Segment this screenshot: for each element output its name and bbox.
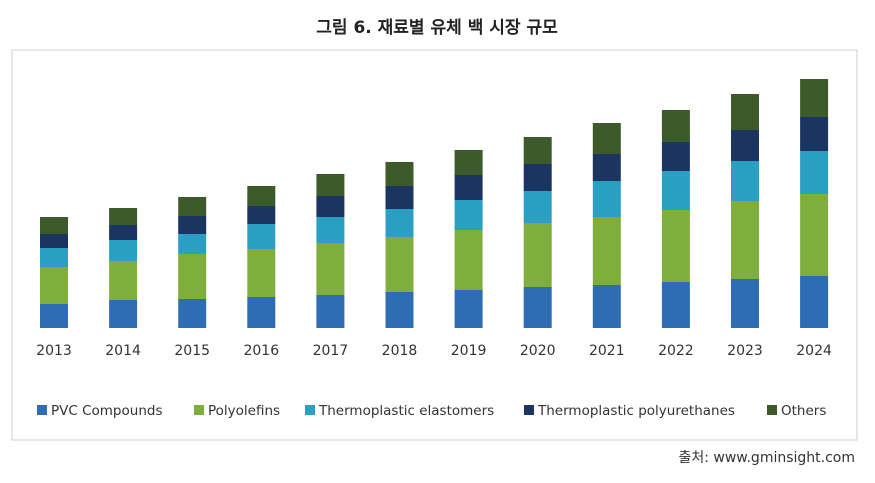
bar-segment [178,216,207,234]
x-tick-label: 2020 [520,343,556,359]
legend-swatch [37,405,47,415]
bar-segment [523,137,552,164]
bar-segment [316,196,345,217]
bar-segment [523,191,552,223]
x-tick-label: 2017 [313,343,349,359]
bar-segment [40,217,68,234]
bar-segment [385,162,414,186]
legend-swatch [305,405,315,415]
legend-swatch [194,405,204,415]
bar-segment [247,224,276,249]
bar-segment [800,194,829,276]
bar-segment [731,94,759,130]
x-tick-label: 2013 [36,343,72,359]
chart-title: 그림 6. 재료별 유체 백 시장 규모 [316,18,558,38]
bar-segment [454,175,483,200]
bar-segment [247,206,276,224]
source: 출처: www.gminsight.com [678,450,855,466]
x-tick-label: 2024 [796,343,832,359]
bar-segment [661,171,690,210]
bar-segment [592,285,621,328]
bar-segment [731,161,759,201]
bar-segment [178,254,207,299]
legend-label: Others [781,403,826,419]
legend-label: Thermoplastic elastomers [318,403,494,419]
bar-segment [247,186,276,206]
bar-segment [592,217,621,285]
bar-segment [523,164,552,191]
bar-segment [178,234,207,254]
bar-segment [109,225,138,240]
bar-segment [661,142,690,171]
bar-segment [178,299,207,328]
bar-segment [316,217,345,243]
x-tick-label: 2019 [451,343,487,359]
bar-segment [800,79,829,117]
bar-segment [247,297,276,328]
bar-segment [454,290,483,328]
legend-swatch [524,405,534,415]
bar-segment [109,300,138,328]
legend-swatch [767,405,777,415]
bar-segment [454,200,483,230]
x-tick-label: 2018 [382,343,418,359]
bar-segment [109,208,138,225]
bar-segment [800,276,829,328]
legend-label: Thermoplastic polyurethanes [537,403,735,419]
x-tick-label: 2014 [105,343,141,359]
bar-segment [247,249,276,297]
bar-segment [385,292,414,328]
x-tick-label: 2021 [589,343,625,359]
bar-segment [592,123,621,154]
bar-segment [178,197,207,216]
bar-segment [592,154,621,181]
legend-label: PVC Compounds [51,403,162,419]
x-tick-label: 2023 [727,343,763,359]
x-tick-label: 2016 [243,343,279,359]
legend-label: Polyolefins [208,403,280,419]
bar-segment [316,295,345,328]
bar-segment [385,186,414,209]
bar-segment [800,117,829,151]
bar-segment [40,304,68,328]
bar-segment [385,237,414,292]
bar-segment [661,110,690,142]
x-tick-label: 2022 [658,343,694,359]
x-tick-label: 2015 [174,343,210,359]
bar-segment [316,174,345,196]
bar-segment [800,151,829,194]
bar-segment [661,282,690,328]
bar-segment [454,230,483,290]
bar-segment [731,279,759,328]
bar-segment [109,261,138,300]
bar-segment [40,248,68,267]
bar-segment [109,240,138,261]
bar-segment [40,267,68,304]
chart-frame [11,49,858,441]
bar-segment [523,287,552,328]
bar-segment [731,201,759,279]
bar-segment [661,210,690,282]
bar-segment [40,234,68,248]
bar-segment [592,181,621,217]
bar-segment [316,243,345,295]
bar-segment [385,209,414,237]
bar-segment [454,150,483,175]
bar-segment [731,130,759,161]
bar-segment [523,223,552,287]
